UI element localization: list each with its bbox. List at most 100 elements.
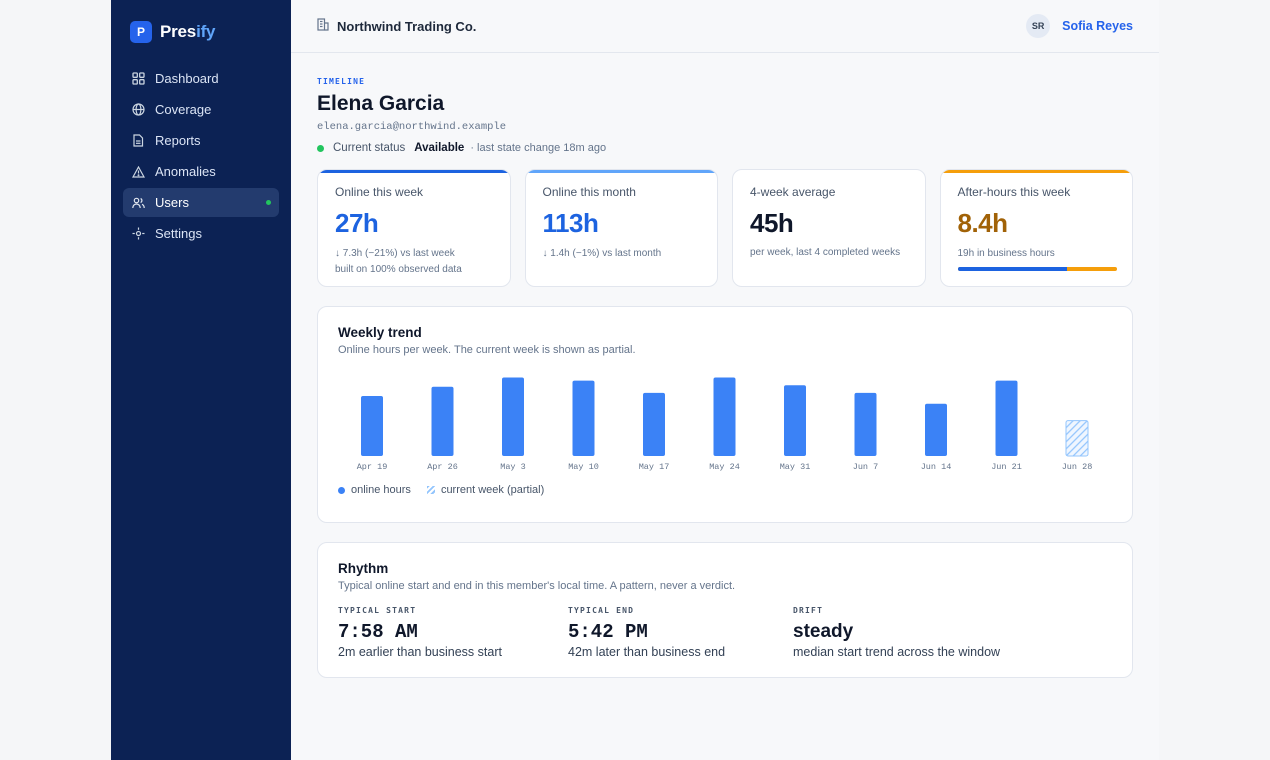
gear-icon	[131, 227, 145, 241]
week-bar	[925, 403, 947, 456]
typical-end: TYPICAL END 5:42 PM 42m later than busin…	[568, 606, 793, 659]
card-note: per week, last 4 completed weeks	[750, 247, 901, 258]
sidebar-item-label: Users	[155, 195, 189, 210]
card-sub: ↓ 7.3h (−21%) vs last week built on 100%…	[335, 246, 493, 278]
status-value: Available	[414, 142, 465, 154]
metric-note: 2m earlier than business start	[338, 645, 502, 659]
week-bar	[854, 392, 877, 456]
week-bar	[643, 392, 665, 456]
week-bar	[784, 385, 806, 456]
page-title: Elena Garcia	[317, 92, 445, 115]
metric-note: median start trend across the window	[793, 645, 1001, 659]
status-dot	[317, 144, 324, 152]
panel-description: Online hours per week. The current week …	[338, 344, 636, 356]
stat-cards: Online this week 27h ↓ 7.3h (−21%) vs la…	[317, 169, 1133, 287]
card-accent-line	[940, 170, 1132, 173]
rhythm-metrics: TYPICAL START 7:58 AM 2m earlier than bu…	[338, 606, 1112, 659]
weekly-trend-svg: Apr 19 Apr 26 May 3 May 10 May 17 May 24 May 3…	[357, 377, 1092, 472]
week-bar	[572, 380, 595, 456]
x-tick-label: Jun 7	[853, 462, 879, 472]
sidebar-item-label: Reports	[155, 133, 201, 148]
x-tick-label: May 24	[709, 462, 740, 472]
legend-partial: current week (partial)	[426, 484, 545, 496]
x-tick-label: May 10	[568, 462, 599, 472]
warning-icon	[131, 165, 145, 179]
card-delta: ↓ 1.4h (−1%) vs last month	[542, 248, 662, 259]
sidebar-item-label: Coverage	[155, 102, 212, 117]
card-accent-line	[525, 170, 717, 173]
metric-value: 7:58 AM	[338, 621, 418, 643]
sidebar-item-dashboard[interactable]: Dashboard	[123, 64, 279, 93]
globe-icon	[131, 103, 145, 117]
org-name: Northwind Trading Co.	[337, 18, 477, 34]
card-label: After-hours this week	[957, 185, 1071, 199]
legend-hatch	[426, 486, 435, 494]
rhythm-panel: Rhythm Typical online start and end in t…	[317, 542, 1133, 678]
metric-value: steady	[793, 621, 854, 642]
panel-description: Typical online start and end in this mem…	[338, 580, 736, 592]
user-menu[interactable]: SR Sofia Reyes	[1026, 14, 1133, 38]
metric-label: TYPICAL START	[338, 606, 417, 615]
x-tick-label: Jun 21	[991, 462, 1022, 472]
x-tick-label: May 17	[639, 462, 670, 472]
stat-card-average: 4-week average 45h per week, last 4 comp…	[732, 169, 926, 287]
sidebar-item-label: Anomalies	[155, 164, 216, 179]
x-tick-label: May 3	[500, 462, 526, 472]
stat-card-month: Online this month 113h ↓ 1.4h (−1%) vs l…	[524, 169, 718, 287]
drift: DRIFT steady median start trend across t…	[793, 606, 1073, 659]
card-accent-line	[318, 170, 510, 173]
card-value: 27h	[335, 208, 379, 238]
metric-note: 42m later than business end	[568, 645, 726, 659]
active-indicator-dot	[266, 200, 271, 205]
sidebar-item-anomalies[interactable]: Anomalies	[123, 157, 279, 186]
sidebar-item-users[interactable]: Users	[123, 188, 279, 217]
org-switcher[interactable]: Northwind Trading Co.	[317, 18, 476, 34]
week-bar	[431, 386, 454, 456]
stat-card-week: Online this week 27h ↓ 7.3h (−21%) vs la…	[317, 169, 511, 287]
brand-name-accent: ify	[196, 22, 216, 41]
users-icon	[131, 196, 145, 210]
metric-label: DRIFT	[793, 606, 824, 615]
sidebar-nav: Dashboard Coverage Reports Anomalies Use…	[123, 64, 279, 248]
typical-start: TYPICAL START 7:58 AM 2m earlier than bu…	[338, 606, 568, 659]
user-name[interactable]: Sofia Reyes	[1062, 19, 1133, 33]
app-frame: P Presify Dashboard Coverage Reports Ano…	[111, 0, 1159, 760]
legend-dot	[338, 486, 345, 494]
hours-split-bar	[957, 267, 1117, 271]
x-tick-label: Jun 14	[921, 462, 952, 472]
partial-week-bar	[1065, 420, 1089, 457]
sidebar-item-label: Settings	[155, 226, 202, 241]
card-label: 4-week average	[750, 185, 836, 199]
brand-logo: P	[130, 21, 152, 43]
week-bar	[361, 396, 383, 456]
status-change: · last state change 18m ago	[470, 142, 607, 154]
card-value: 45h	[750, 208, 794, 238]
content: TIMELINE Elena Garcia elena.garcia@north…	[291, 53, 1159, 678]
weekly-trend-panel: Weekly trend Online hours per week. The …	[317, 306, 1133, 523]
section-eyebrow: TIMELINE	[317, 77, 366, 86]
sidebar-item-label: Dashboard	[155, 71, 219, 86]
chart-legend: online hours current week (partial)	[338, 484, 1112, 496]
sidebar-item-settings[interactable]: Settings	[123, 219, 279, 248]
panel-title: Rhythm	[338, 561, 389, 576]
brand[interactable]: P Presify	[123, 20, 279, 44]
panel-title: Weekly trend	[338, 325, 422, 340]
sidebar-item-coverage[interactable]: Coverage	[123, 95, 279, 124]
sidebar-item-reports[interactable]: Reports	[123, 126, 279, 155]
x-tick-label: Apr 26	[427, 462, 458, 472]
status-line: Current status Available · last state ch…	[317, 142, 1133, 154]
card-label: Online this month	[542, 185, 636, 199]
person-email: elena.garcia@northwind.example	[317, 121, 507, 133]
card-value: 8.4h	[957, 208, 1009, 238]
stat-card-after-hours: After-hours this week 8.4h 19h in busine…	[939, 169, 1133, 287]
card-note: 19h in business hours	[957, 248, 1055, 259]
week-bar	[995, 380, 1018, 456]
grid-icon	[131, 72, 145, 86]
weekly-trend-chart: Apr 19 Apr 26 May 3 May 10 May 17 May 24 May 3…	[338, 370, 1114, 478]
avatar: SR	[1026, 14, 1051, 38]
x-tick-label: May 31	[780, 462, 811, 472]
week-bar	[502, 377, 524, 456]
legend-label: current week (partial)	[440, 484, 545, 496]
building-icon	[317, 18, 329, 34]
brand-name: Presify	[160, 22, 216, 42]
